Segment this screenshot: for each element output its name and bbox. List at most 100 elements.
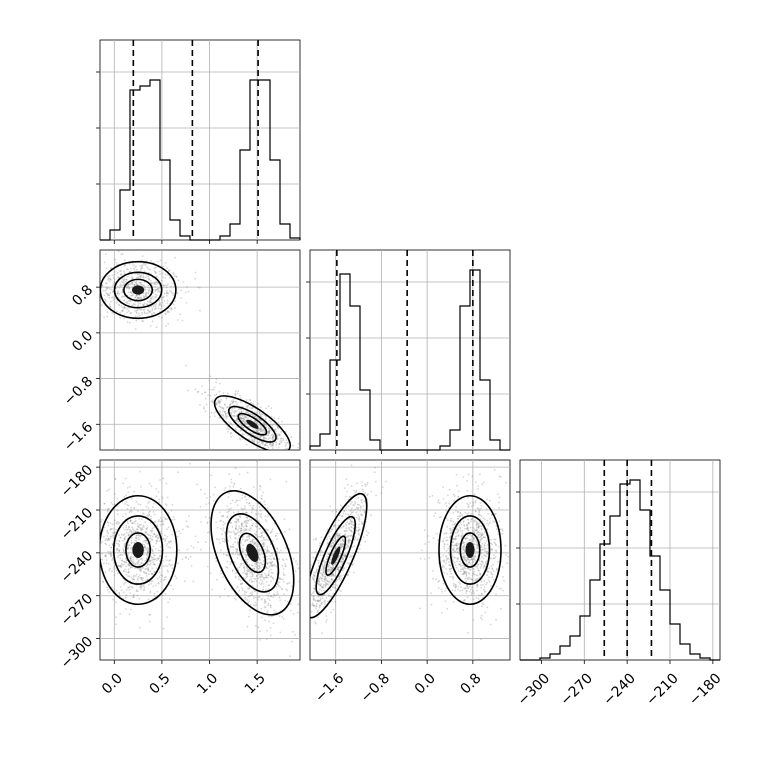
- sample-point: [132, 294, 134, 296]
- sample-point: [135, 537, 138, 540]
- sample-point: [443, 543, 446, 546]
- sample-point: [284, 530, 286, 533]
- sample-point: [163, 537, 165, 540]
- sample-point: [209, 572, 212, 575]
- sample-point: [307, 565, 309, 567]
- sample-point: [456, 558, 459, 561]
- sample-point: [253, 568, 256, 570]
- sample-point: [467, 562, 470, 565]
- sample-point: [340, 564, 343, 566]
- sample-point: [115, 262, 117, 264]
- sample-point: [465, 592, 468, 595]
- sample-point: [262, 542, 265, 544]
- sample-point: [428, 557, 431, 559]
- sample-point: [266, 546, 269, 549]
- sample-point: [153, 571, 156, 573]
- sample-point: [158, 299, 161, 302]
- sample-point: [317, 611, 319, 613]
- sample-point: [137, 536, 140, 539]
- sample-point: [352, 509, 355, 512]
- sample-point: [232, 530, 235, 533]
- sample-point: [124, 581, 127, 584]
- sample-point: [252, 402, 254, 405]
- sample-point: [269, 555, 272, 558]
- sample-point: [158, 560, 161, 563]
- sample-point: [465, 590, 468, 593]
- sample-point: [257, 548, 260, 551]
- sample-point: [331, 566, 334, 569]
- sample-point: [347, 540, 350, 542]
- sample-point: [331, 528, 334, 531]
- sample-point: [332, 573, 334, 576]
- sample-point: [464, 557, 467, 559]
- sample-point: [348, 527, 350, 529]
- sample-point: [323, 560, 325, 562]
- sample-point: [453, 556, 456, 559]
- sample-point: [153, 270, 156, 272]
- sample-point: [489, 623, 492, 626]
- sample-point: [279, 440, 282, 443]
- sample-point: [153, 558, 155, 561]
- sample-point: [351, 520, 354, 523]
- sample-point: [229, 522, 232, 524]
- sample-point: [448, 563, 451, 566]
- sample-point: [310, 593, 313, 596]
- sample-point: [208, 502, 211, 505]
- sample-point: [225, 566, 228, 568]
- sample-point: [255, 517, 257, 520]
- sample-point: [157, 520, 160, 523]
- sample-point: [341, 515, 344, 518]
- sample-point: [144, 541, 147, 543]
- sample-point: [177, 319, 179, 321]
- sample-point: [130, 282, 133, 285]
- sample-point: [353, 538, 356, 541]
- sample-point: [240, 424, 243, 426]
- sample-point: [84, 307, 86, 309]
- sample-point: [245, 416, 247, 419]
- density-core: [246, 419, 259, 429]
- sample-point: [245, 511, 248, 514]
- sample-point: [192, 580, 195, 583]
- sample-point: [245, 516, 248, 519]
- sample-point: [127, 570, 130, 573]
- sample-point: [323, 564, 326, 567]
- sample-point: [297, 442, 300, 445]
- sample-point: [469, 568, 471, 571]
- sample-point: [361, 514, 364, 517]
- sample-point: [225, 412, 228, 415]
- sample-point: [331, 573, 333, 576]
- sample-point: [457, 510, 459, 513]
- sample-point: [473, 570, 475, 573]
- sample-point: [241, 494, 244, 497]
- sample-point: [267, 588, 270, 591]
- sample-point: [164, 312, 167, 315]
- sample-point: [341, 560, 344, 563]
- sample-point: [167, 283, 169, 286]
- sample-point: [147, 563, 150, 566]
- sample-point: [343, 529, 346, 532]
- sample-point: [341, 514, 344, 517]
- sample-point: [235, 429, 238, 431]
- sample-point: [130, 541, 133, 544]
- sample-point: [467, 558, 469, 561]
- sample-point: [495, 550, 498, 553]
- sample-point: [449, 568, 451, 571]
- sample-point: [241, 438, 244, 440]
- sample-point: [145, 548, 148, 551]
- sample-point: [331, 553, 334, 555]
- sample-point: [149, 279, 152, 282]
- sample-point: [251, 540, 254, 543]
- sample-point: [438, 579, 441, 582]
- sample-point: [248, 398, 251, 401]
- histogram-step-1: [309, 269, 510, 451]
- sample-point: [257, 429, 260, 431]
- sample-point: [88, 307, 90, 309]
- sample-point: [150, 485, 153, 487]
- sample-point: [138, 273, 140, 275]
- sample-point: [166, 543, 169, 545]
- sample-point: [284, 445, 287, 447]
- sample-point: [453, 495, 456, 497]
- sample-point: [247, 595, 250, 598]
- sample-point: [135, 534, 138, 537]
- sample-point: [141, 311, 144, 314]
